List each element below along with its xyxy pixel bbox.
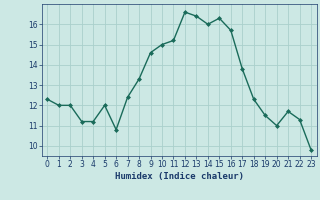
X-axis label: Humidex (Indice chaleur): Humidex (Indice chaleur)	[115, 172, 244, 181]
